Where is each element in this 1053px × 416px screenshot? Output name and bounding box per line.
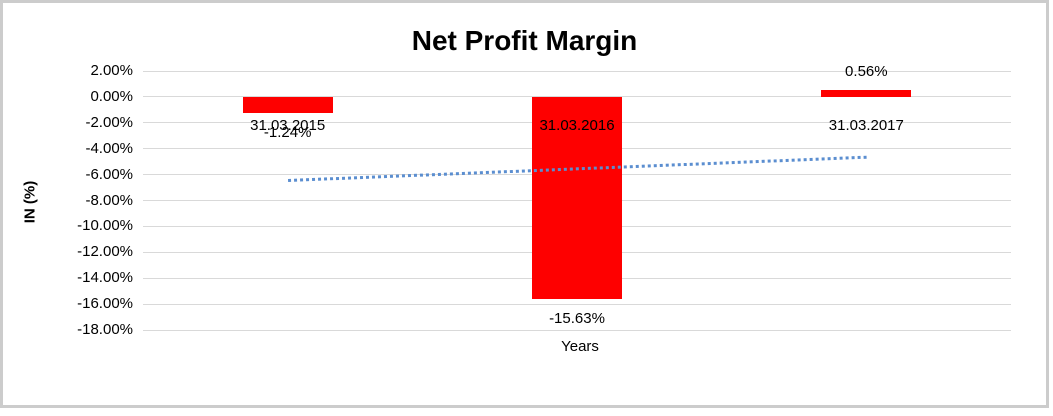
y-axis-tick-label: 0.00% [90,87,133,105]
y-axis-tick-label: -14.00% [77,269,133,287]
y-axis-tick-label: -16.00% [77,295,133,313]
data-label: -1.24% [263,123,312,141]
category-label: 31.03.2017 [828,116,904,134]
data-label: -15.63% [549,310,605,328]
chart-frame: Net Profit Margin IN (%) Years 2.00% 0.00… [0,0,1049,408]
y-axis-tick-label: -6.00% [85,165,133,183]
category-label: 31.03.2016 [539,116,615,134]
bar-31.03.2015 [242,96,333,113]
bar-31.03.2016 [532,96,622,300]
y-axis-tick-label: -4.00% [85,139,133,157]
gridline [143,329,1011,331]
gridline [143,70,1011,72]
chart-title: Net Profit Margin [411,25,638,56]
y-axis-tick-label: -2.00% [85,113,133,131]
y-axis-tick-label: -18.00% [77,321,133,338]
bar-31.03.2017 [821,89,912,97]
y-axis-tick-label: -12.00% [77,243,133,261]
x-axis-title: Years [561,338,599,355]
y-axis-tick-label: 2.00% [90,62,133,79]
category-label: 31.03.2015 [250,116,326,134]
gridline [143,303,1011,305]
y-axis-tick-label: -10.00% [77,217,133,235]
y-axis-tick-label: -8.00% [85,191,133,209]
data-label: 0.56% [845,62,888,80]
